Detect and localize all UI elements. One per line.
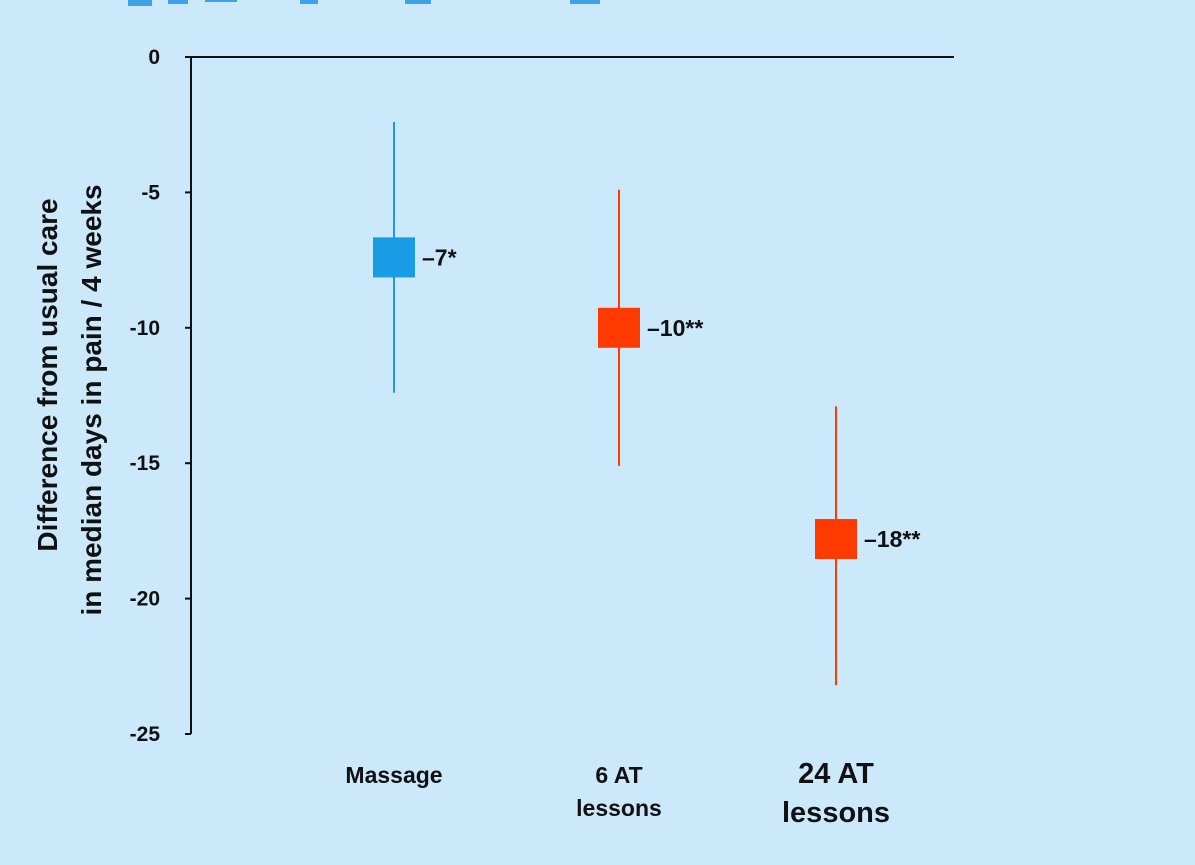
point-marker	[815, 519, 857, 560]
y-tick-label: -20	[130, 588, 160, 611]
y-tick-label: -5	[141, 181, 160, 204]
point-marker	[598, 307, 640, 348]
y-tick-label: -10	[130, 317, 160, 340]
value-label: –10**	[647, 315, 703, 341]
category-label: 6 AT	[595, 762, 642, 788]
category-label: lessons	[576, 795, 662, 821]
y-axis-title-line-2: in median days in pain / 4 weeks	[76, 184, 107, 615]
y-ticks: 0 -5 -10 -15 -20 -25	[130, 46, 191, 746]
category-label: Massage	[345, 762, 442, 788]
title-fragment	[128, 0, 600, 6]
y-tick-label: -25	[130, 723, 161, 746]
y-axis-title-line-1: Difference from usual care	[32, 198, 63, 551]
category-label: 24 AT	[798, 758, 874, 790]
data-marks: –7* –10** –18**	[373, 121, 920, 686]
category-label: lessons	[782, 797, 890, 829]
category-labels: Massage 6 AT lessons 24 AT lessons	[345, 758, 890, 829]
value-label: –7*	[422, 244, 457, 270]
y-tick-label: 0	[148, 46, 160, 69]
point-marker	[373, 237, 415, 278]
y-tick-label: -15	[130, 452, 161, 475]
value-label: –18**	[864, 526, 920, 552]
